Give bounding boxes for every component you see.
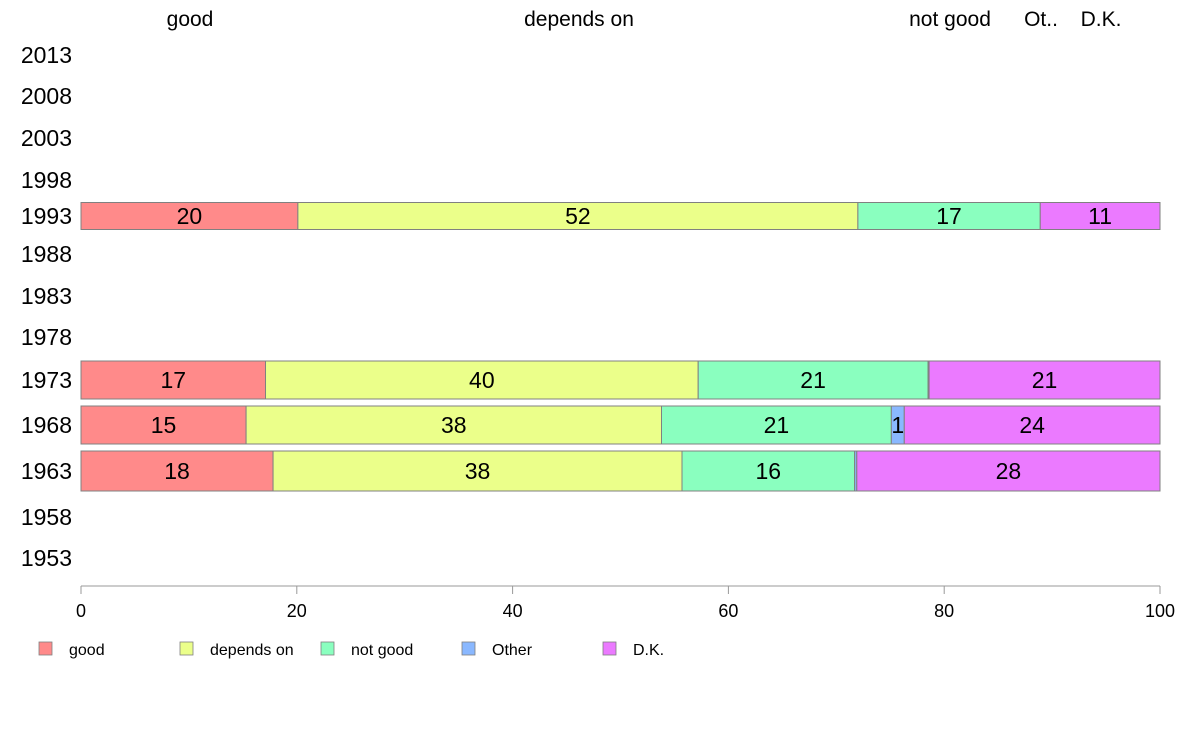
header-label: D.K.	[1081, 8, 1122, 31]
data-label: 21	[1032, 367, 1058, 393]
year-label: 2013	[21, 42, 72, 68]
bar-segment	[857, 202, 1041, 230]
data-label: 40	[469, 367, 495, 393]
legend-label: good	[69, 642, 105, 659]
data-label: 17	[936, 203, 962, 229]
legend-label: Other	[492, 642, 533, 659]
year-axis-labels: 2013 2008 2003 1998 1993 1988 1983 1978 1973 1968…	[21, 42, 72, 571]
data-label: 11	[1088, 203, 1112, 229]
legend: good depends on not good Other D.K.	[38, 641, 664, 659]
year-label: 1968	[21, 412, 72, 438]
bar-segment	[80, 202, 299, 230]
legend-swatch	[461, 641, 476, 656]
legend-label: D.K.	[633, 642, 664, 659]
data-label: 24	[1019, 412, 1045, 438]
bar-segment	[297, 202, 859, 230]
data-label: 38	[441, 412, 467, 438]
legend-swatch	[179, 641, 194, 656]
year-label: 1963	[21, 458, 72, 484]
year-label: 1958	[21, 504, 72, 530]
x-tick-label: 40	[503, 601, 523, 621]
bar-segment	[903, 405, 1161, 445]
category-header-labels: good depends on not good Ot.. D.K.	[167, 8, 1122, 31]
bar-segment	[272, 450, 683, 492]
year-label: 2008	[21, 83, 72, 109]
bar-segment	[681, 450, 856, 492]
year-label: 2003	[21, 125, 72, 151]
header-label: good	[167, 8, 214, 31]
data-label: 18	[164, 458, 190, 484]
bar-segment	[80, 360, 267, 400]
data-label: 1	[891, 412, 904, 438]
bar-segment	[661, 405, 892, 445]
data-label: 16	[756, 458, 782, 484]
year-label: 1973	[21, 367, 72, 393]
data-label: 15	[151, 412, 177, 438]
year-label: 1988	[21, 241, 72, 267]
x-tick-label: 60	[718, 601, 738, 621]
bar-segment	[1039, 202, 1161, 230]
legend-label: not good	[351, 642, 413, 659]
x-tick-label: 20	[287, 601, 307, 621]
bar-segment	[265, 360, 699, 400]
header-label: not good	[909, 8, 991, 31]
year-label: 1998	[21, 167, 72, 193]
data-label: 52	[565, 203, 591, 229]
header-label: Ot..	[1024, 8, 1058, 31]
data-label: 21	[800, 367, 826, 393]
x-tick-label: 0	[76, 601, 86, 621]
data-label: 17	[160, 367, 186, 393]
year-label: 1993	[21, 203, 72, 229]
year-label: 1953	[21, 545, 72, 571]
year-label: 1978	[21, 324, 72, 350]
bar-segment	[928, 360, 1161, 400]
data-label: 28	[996, 458, 1022, 484]
data-label: 21	[764, 412, 790, 438]
x-tick-label: 100	[1145, 601, 1175, 621]
header-label: depends on	[524, 8, 634, 31]
bars: 20 52 17 11 17 40 21 21 15 38 21 1 24 18 38 16 28	[80, 202, 1161, 492]
x-tick-label: 80	[934, 601, 954, 621]
year-label: 1983	[21, 283, 72, 309]
x-axis: 0 20 40 60 80 100	[76, 585, 1175, 621]
bar-segment	[856, 450, 1161, 492]
legend-label: depends on	[210, 642, 294, 659]
legend-swatch	[320, 641, 335, 656]
bar-segment	[245, 405, 663, 445]
legend-swatch	[602, 641, 617, 656]
data-label: 20	[177, 203, 203, 229]
bar-segment	[697, 360, 929, 400]
legend-swatch	[38, 641, 53, 656]
data-label: 38	[465, 458, 491, 484]
bar-segment	[80, 405, 247, 445]
